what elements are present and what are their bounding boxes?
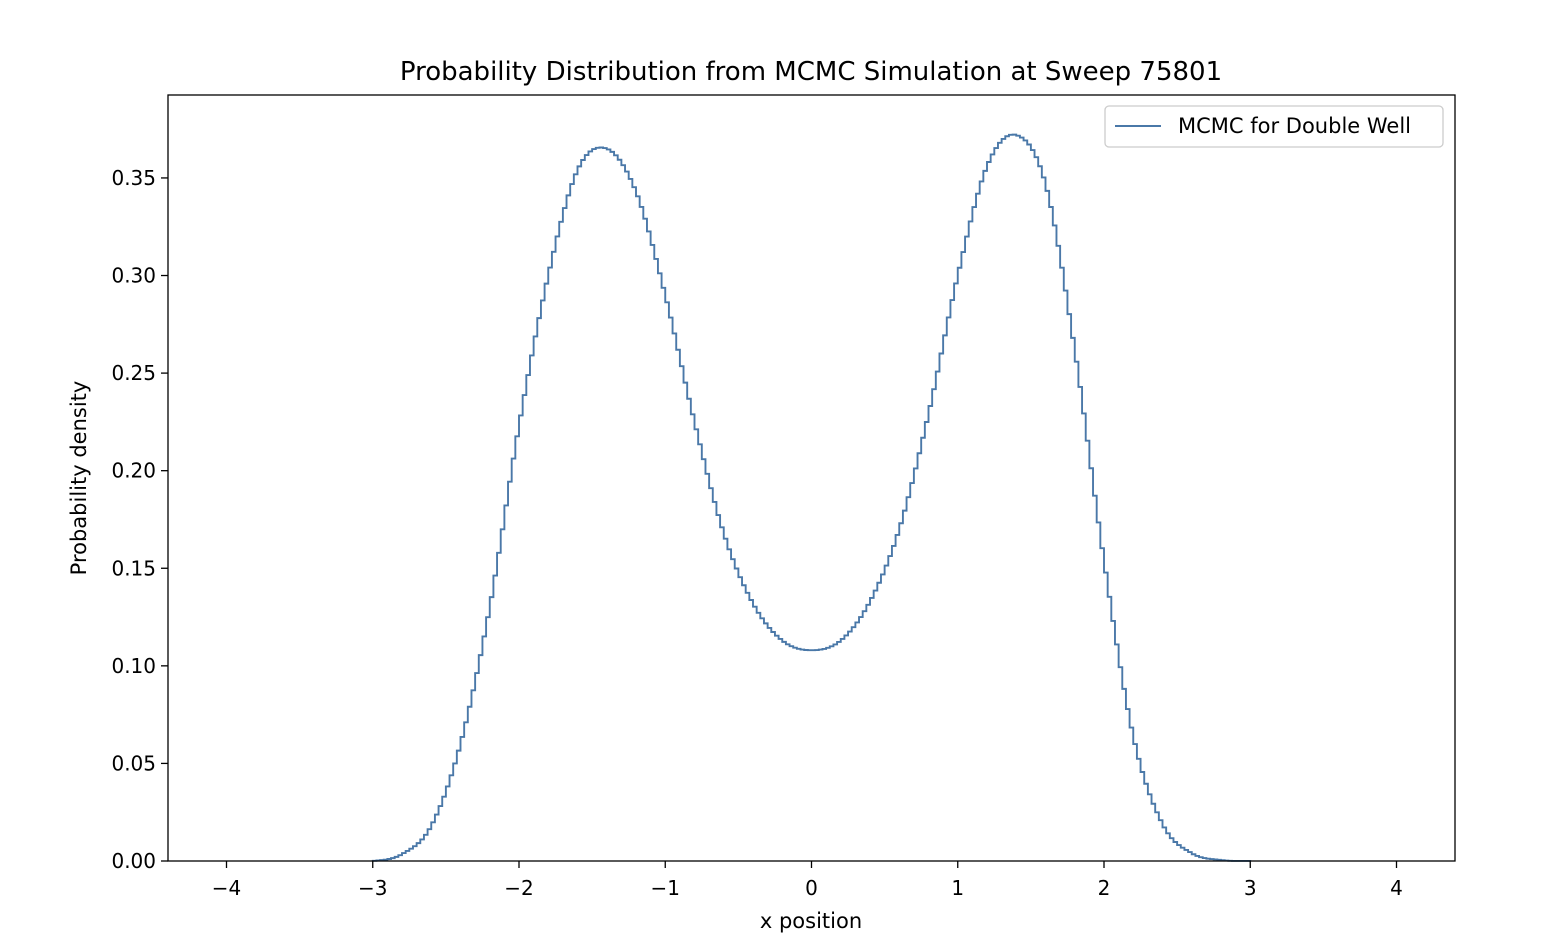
chart-title: Probability Distribution from MCMC Simul…: [400, 57, 1222, 87]
y-tick-label: 0.10: [111, 654, 156, 678]
plot-area: [168, 95, 1455, 861]
y-tick-label: 0.30: [111, 264, 156, 288]
x-tick-label: −1: [651, 876, 680, 900]
x-tick-label: −2: [504, 876, 533, 900]
y-tick-label: 0.05: [111, 751, 156, 775]
series-line-mcmc-double-well: [371, 133, 1252, 862]
y-axis: 0.00 0.05 0.10 0.15 0.20 0.25 0.30 0.35: [111, 166, 168, 873]
y-tick-label: 0.00: [111, 849, 156, 873]
x-tick-label: −3: [358, 876, 387, 900]
y-tick-label: 0.15: [111, 556, 156, 580]
y-tick-label: 0.35: [111, 166, 156, 190]
y-tick-label: 0.20: [111, 459, 156, 483]
x-tick-label: −4: [212, 876, 241, 900]
x-axis-label: x position: [760, 909, 862, 933]
y-tick-label: 0.25: [111, 361, 156, 385]
x-axis: −4 −3 −2 −1 0 1 2 3 4: [212, 861, 1403, 900]
x-tick-label: 1: [951, 876, 964, 900]
x-tick-label: 4: [1390, 876, 1403, 900]
legend-box: [1104, 105, 1444, 148]
legend: MCMC for Double Well: [1104, 105, 1444, 148]
plot-background: [168, 95, 1455, 861]
x-tick-label: 0: [805, 876, 818, 900]
legend-label-mcmc: MCMC for Double Well: [1178, 114, 1411, 138]
series-layer: [371, 133, 1252, 862]
x-tick-label: 2: [1098, 876, 1111, 900]
y-axis-label: Probability density: [67, 381, 91, 576]
x-tick-label: 3: [1244, 876, 1257, 900]
